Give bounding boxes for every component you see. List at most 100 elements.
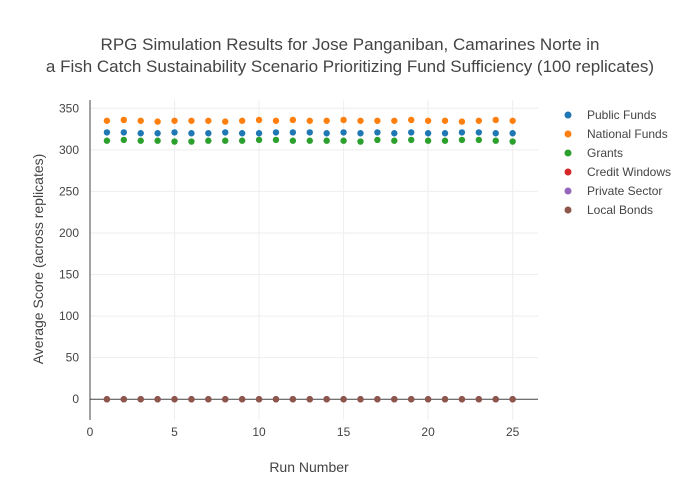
data-point [340,129,347,136]
data-point [120,396,128,403]
data-point [441,130,449,137]
legend-marker [564,206,572,214]
data-point [238,130,246,137]
legend-marker [564,149,572,157]
data-point [222,129,229,136]
x-tick-label: 0 [87,425,94,439]
series-local-bonds [103,396,516,403]
data-point [374,117,381,124]
data-point [120,129,128,136]
data-point [509,396,516,403]
legend: Public Funds National Funds Grants Credit W… [564,108,671,217]
data-point [441,117,449,124]
data-point [103,137,111,144]
series-grants [103,136,516,145]
y-tick-label: 200 [59,226,79,240]
legend-label: Local Bonds [587,203,653,217]
data-point [458,118,466,125]
data-point [188,138,195,145]
data-point [137,130,144,137]
data-point [357,117,364,124]
data-point [255,116,263,124]
legend-marker [564,130,572,138]
data-point [374,396,381,403]
legend-item: Grants [564,146,623,160]
data-point [408,136,415,144]
data-point [475,129,483,136]
data-point [475,117,483,124]
data-point [340,396,347,403]
data-point [289,396,297,403]
legend-item: Local Bonds [564,203,653,217]
data-point [205,137,212,144]
data-point [154,130,161,137]
data-point [424,117,432,124]
data-point [205,396,212,403]
x-tick-label: 25 [506,425,520,439]
data-point [255,130,263,137]
legend-marker [564,187,572,195]
x-axis-title: Run Number [269,459,349,475]
data-point [509,138,516,145]
data-point [103,117,111,124]
data-point [408,116,415,124]
x-tick-label: 20 [421,425,435,439]
data-point [154,396,161,403]
y-tick-label: 0 [72,392,79,406]
data-point [391,137,398,144]
legend-label: Private Sector [587,184,662,198]
data-point [120,136,128,144]
data-point [458,136,466,144]
legend-label: Credit Windows [587,165,671,179]
data-point [272,117,280,124]
data-point [441,137,449,144]
data-point [509,117,516,124]
legend-label: National Funds [587,127,668,141]
data-point [458,129,466,136]
data-point [137,137,144,144]
data-point [222,118,229,125]
x-tick-label: 15 [337,425,351,439]
x-tick-label: 5 [171,425,178,439]
data-point [408,396,415,403]
data-point [340,116,347,124]
data-point [391,117,398,124]
y-tick-label: 150 [59,268,79,282]
legend-label: Public Funds [587,108,656,122]
data-point [205,130,212,137]
chart-title-line-2: a Fish Catch Sustainability Scenario Pri… [46,57,654,76]
legend-label: Grants [587,146,623,160]
data-point [238,396,246,403]
legend-item: Credit Windows [564,165,671,179]
data-point [492,130,499,137]
data-point [120,116,128,124]
legend-marker [564,168,572,176]
data-point [188,130,195,137]
data-point [458,396,466,403]
data-point [137,117,144,124]
data-point [238,137,246,144]
data-point [323,117,330,124]
legend-item: Private Sector [564,184,662,198]
data-point [289,116,297,124]
axes [89,100,538,420]
data-point [306,396,313,403]
data-point [272,129,280,136]
data-point [103,129,111,136]
data-point [188,396,195,403]
data-point [323,137,330,144]
data-point [374,136,381,144]
data-point [323,130,330,137]
legend-item: Public Funds [564,108,656,122]
data-point [492,396,499,403]
x-tick-label: 10 [252,425,266,439]
data-point [306,129,313,136]
series-public-funds [103,129,516,137]
data-point [171,138,178,145]
data-point [492,116,499,124]
data-point [255,396,263,403]
data-point [391,396,398,403]
data-point [357,396,364,403]
